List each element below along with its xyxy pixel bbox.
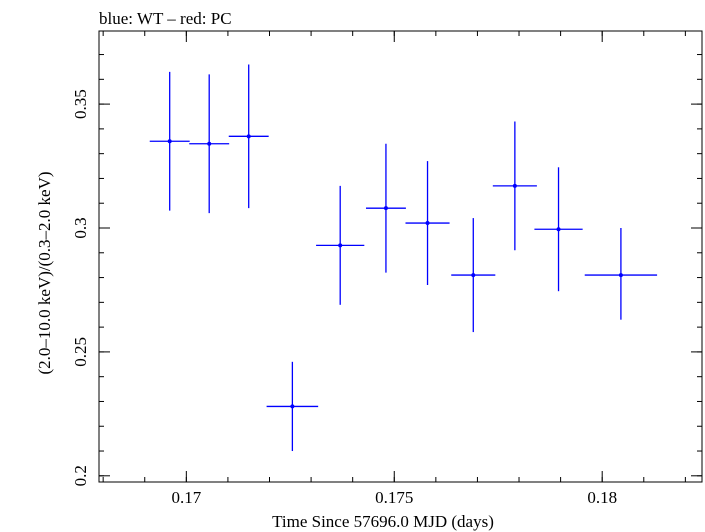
y-axis-label: (2.0–10.0 keV)/(0.3–2.0 keV) <box>35 171 54 374</box>
y-tick-label: 0.2 <box>71 465 90 486</box>
chart-title: blue: WT – red: PC <box>99 9 232 28</box>
x-tick-label: 0.17 <box>171 488 201 507</box>
data-point <box>316 185 365 305</box>
data-point <box>365 143 406 273</box>
data-point <box>266 361 319 452</box>
point-marker <box>556 227 561 232</box>
point-marker <box>290 404 295 409</box>
x-axis-label: Time Since 57696.0 MJD (days) <box>272 512 494 531</box>
data-point <box>492 121 537 251</box>
axis-ticks <box>99 31 702 482</box>
point-marker <box>246 134 251 139</box>
point-marker <box>512 183 517 188</box>
point-marker <box>167 139 172 144</box>
data-point <box>149 71 190 211</box>
data-point <box>534 167 583 292</box>
tick-labels: 0.17 0.175 0.18 0.2 0.25 0.3 0.35 <box>71 89 617 507</box>
data-point <box>405 161 450 285</box>
y-tick-label: 0.35 <box>71 89 90 119</box>
data-point <box>451 218 496 333</box>
y-tick-label: 0.25 <box>71 337 90 367</box>
plot-frame <box>98 30 703 483</box>
data-points <box>149 64 658 452</box>
x-tick-label: 0.175 <box>375 488 413 507</box>
point-marker <box>425 221 430 226</box>
point-marker <box>383 206 388 211</box>
point-marker <box>207 141 212 146</box>
data-point <box>228 64 269 209</box>
point-marker <box>338 243 343 248</box>
data-point <box>189 74 230 214</box>
y-tick-label: 0.3 <box>71 217 90 238</box>
x-tick-label: 0.18 <box>587 488 617 507</box>
point-marker <box>471 273 476 278</box>
data-point <box>584 228 658 320</box>
point-marker <box>618 273 623 278</box>
